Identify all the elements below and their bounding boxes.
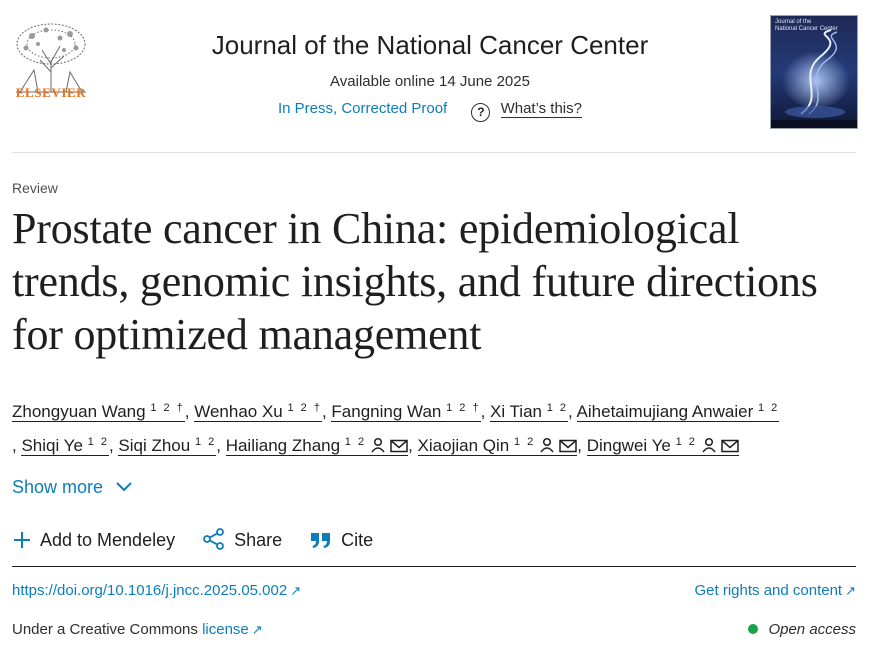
author-name: Xiaojian Qin: [417, 436, 510, 455]
in-press-status-link[interactable]: In Press, Corrected Proof: [277, 100, 448, 117]
license-link-label: license: [202, 621, 249, 638]
author-affiliation-sup: 1 2: [194, 436, 217, 448]
author-affiliation-sup: 1 2: [344, 436, 367, 448]
rights-and-content-link[interactable]: Get rights and content ↗: [695, 582, 857, 599]
whats-this-link[interactable]: What’s this?: [500, 100, 582, 118]
envelope-icon: [721, 433, 739, 463]
available-online-date: Available online 14 June 2025: [330, 73, 530, 90]
chevron-down-icon: [116, 482, 132, 492]
author-affiliation-sup: 1 2 †: [150, 402, 185, 414]
show-more-button[interactable]: Show more: [12, 477, 134, 498]
author-name: Xi Tian: [490, 402, 542, 421]
person-icon: [539, 433, 555, 463]
article-title: Prostate cancer in China: epidemiologica…: [12, 204, 818, 359]
open-access-indicator: Open access: [748, 621, 856, 638]
author-link[interactable]: Xi Tian 1 2: [490, 402, 569, 422]
author-link[interactable]: Zhongyuan Wang 1 2 †: [12, 402, 185, 422]
actions-divider: [12, 566, 856, 567]
author-affiliation-sup: 1 2: [513, 436, 536, 448]
header-divider: [12, 152, 856, 153]
article-type-label: Review: [12, 180, 58, 196]
author-link[interactable]: Wenhao Xu 1 2 †: [194, 402, 322, 422]
author-affiliation-sup: 1 2: [758, 402, 780, 414]
elsevier-wordmark[interactable]: ELSEVIER: [15, 85, 87, 100]
quote-icon: [311, 533, 331, 548]
author-separator: ,: [184, 402, 195, 421]
author-separator: ,: [568, 402, 577, 421]
person-icon: [701, 433, 717, 463]
license-link[interactable]: license ↗: [202, 621, 263, 638]
author-name: Siqi Zhou: [118, 436, 191, 455]
author-affiliation-sup: 1 2: [675, 436, 697, 448]
doi-link[interactable]: https://doi.org/10.1016/j.jncc.2025.05.0…: [12, 582, 301, 599]
author-name: Dingwei Ye: [586, 436, 671, 455]
author-affiliation-sup: 1 2 †: [287, 402, 322, 414]
author-link[interactable]: Hailiang Zhang 1 2: [225, 436, 409, 456]
author-separator: ,: [480, 402, 491, 421]
add-to-mendeley-button[interactable]: Add to Mendeley: [12, 530, 175, 551]
author-separator: ,: [408, 436, 418, 455]
plus-icon: [14, 532, 30, 548]
author-name: Zhongyuan Wang: [12, 402, 146, 421]
open-access-dot-icon: [748, 624, 759, 634]
article-actions-toolbar: Add to Mendeley Share Cite: [12, 528, 395, 551]
cite-button[interactable]: Cite: [309, 530, 373, 551]
author-affiliation-sup: 1 2 †: [446, 402, 481, 414]
author-name: Aihetaimujiang Anwaier: [576, 402, 754, 421]
publication-status-row: In Press, Corrected Proof ? What’s this?: [150, 100, 710, 122]
author-list: Zhongyuan Wang 1 2 †, Wenhao Xu 1 2 †, F…: [12, 393, 860, 463]
journal-header: ELSEVIER Journal of the National Cancer …: [0, 0, 870, 152]
author-separator: ,: [12, 436, 22, 455]
external-link-arrow-icon: ↗: [845, 583, 856, 598]
elsevier-tree-logo[interactable]: [12, 13, 90, 103]
question-circle-icon[interactable]: ?: [471, 103, 491, 122]
add-to-mendeley-label: Add to Mendeley: [40, 530, 176, 550]
open-access-label: Open access: [768, 621, 856, 638]
cover-title: Journal of the National Cancer Center: [775, 19, 838, 33]
cover-title-line-1: Journal of the: [775, 19, 812, 25]
author-separator: ,: [216, 436, 226, 455]
external-link-arrow-icon: ↗: [290, 583, 302, 598]
author-name: Fangning Wan: [331, 402, 442, 421]
author-link[interactable]: Siqi Zhou 1 2: [118, 436, 217, 456]
author-name: Wenhao Xu: [194, 402, 283, 421]
author-affiliation-sup: 1 2: [546, 402, 569, 414]
external-link-arrow-icon: ↗: [251, 622, 263, 637]
author-separator: ,: [108, 436, 119, 455]
author-link[interactable]: Fangning Wan 1 2 †: [331, 402, 481, 422]
author-name: Shiqi Ye: [21, 436, 83, 455]
share-icon: [203, 528, 225, 550]
person-icon: [370, 433, 386, 463]
author-name: Hailiang Zhang: [225, 436, 341, 455]
doi-url: https://doi.org/10.1016/j.jncc.2025.05.0…: [12, 582, 288, 599]
author-affiliation-sup: 1 2: [87, 436, 109, 448]
license-prefix: Under a Creative Commons: [12, 621, 198, 638]
cover-artwork: [771, 16, 857, 128]
license-statement: Under a Creative Commons license ↗: [12, 621, 263, 638]
journal-cover-thumbnail[interactable]: Journal of the National Cancer Center: [770, 15, 858, 129]
share-label: Share: [234, 530, 283, 550]
cite-label: Cite: [341, 530, 374, 550]
show-more-label: Show more: [12, 477, 104, 497]
journal-title[interactable]: Journal of the National Cancer Center: [211, 30, 649, 60]
envelope-icon: [559, 433, 577, 463]
author-separator: ,: [577, 436, 587, 455]
share-button[interactable]: Share: [202, 528, 282, 551]
author-link[interactable]: Xiaojian Qin 1 2: [417, 436, 578, 456]
envelope-icon: [390, 433, 408, 463]
rights-label: Get rights and content: [694, 582, 843, 599]
author-separator: ,: [321, 402, 332, 421]
author-link[interactable]: Dingwei Ye 1 2: [586, 436, 739, 456]
author-link[interactable]: Aihetaimujiang Anwaier 1 2: [576, 402, 780, 422]
cover-title-line-2: National Cancer Center: [775, 26, 838, 32]
author-link[interactable]: Shiqi Ye 1 2: [21, 436, 109, 456]
